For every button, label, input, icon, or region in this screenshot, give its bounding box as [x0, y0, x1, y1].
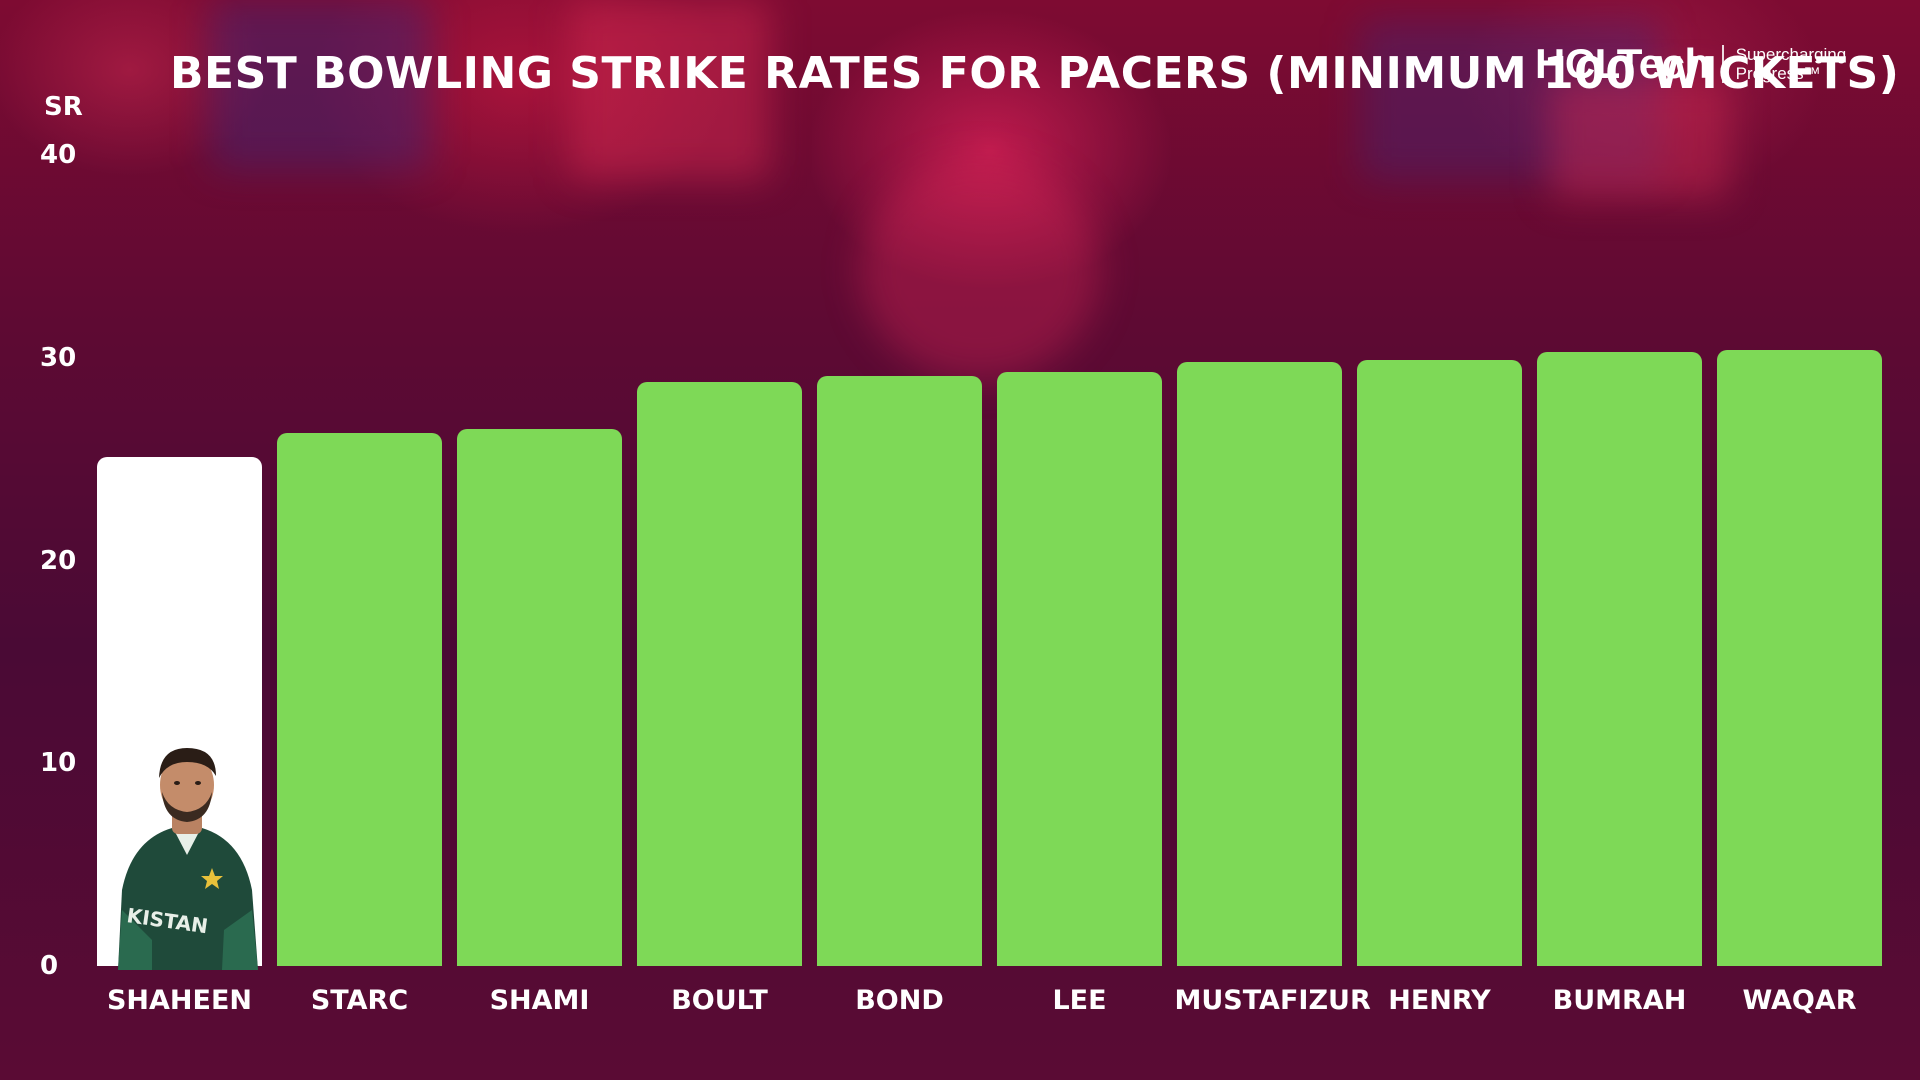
y-tick-label: 10	[40, 748, 77, 779]
bar-lee	[997, 371, 1162, 966]
x-tick-label: SHAMI	[489, 985, 590, 1016]
y-tick-label: 30	[40, 342, 77, 373]
y-axis-label: SR	[44, 92, 83, 122]
bar-henry	[1357, 359, 1522, 966]
bar-mustafizur	[1177, 361, 1342, 966]
x-tick-label: STARC	[310, 985, 409, 1016]
hcltech-logo: HCLTech Supercharging Progress™	[1535, 40, 1847, 87]
player-photo: KISTAN	[118, 748, 258, 970]
x-tick-label: BOND	[855, 985, 944, 1016]
y-tick-label: 20	[40, 545, 77, 576]
bar-bumrah	[1537, 351, 1702, 966]
x-tick-label: MUSTAFIZUR	[1174, 985, 1371, 1016]
background-blob	[1360, 20, 1660, 180]
logo-wordmark: HCLTech	[1535, 40, 1710, 87]
bar-starc	[277, 432, 442, 966]
x-tick-label: SHAHEEN	[106, 985, 253, 1016]
bar-shami	[457, 428, 622, 966]
y-tick-label: 0	[40, 951, 59, 981]
bar-waqar	[1717, 349, 1882, 966]
x-tick-label: BOULT	[671, 985, 768, 1016]
background-blob	[1550, 80, 1730, 200]
y-tick-label: 40	[40, 140, 77, 170]
background-blob	[570, 0, 770, 180]
bar-bond	[817, 375, 982, 966]
x-tick-label: WAQAR	[1742, 985, 1857, 1016]
logo-divider	[1721, 45, 1724, 83]
background-blob	[860, 160, 1100, 380]
logo-tagline: Supercharging Progress™	[1735, 45, 1847, 83]
chart-title: BEST BOWLING STRIKE RATES FOR PACERS (MI…	[170, 48, 1900, 99]
x-tick-label: HENRY	[1388, 985, 1491, 1016]
x-tick-label: BUMRAH	[1552, 985, 1687, 1016]
bar-boult	[637, 382, 802, 966]
background-blob	[210, 0, 430, 170]
x-tick-label: LEE	[1052, 985, 1107, 1016]
